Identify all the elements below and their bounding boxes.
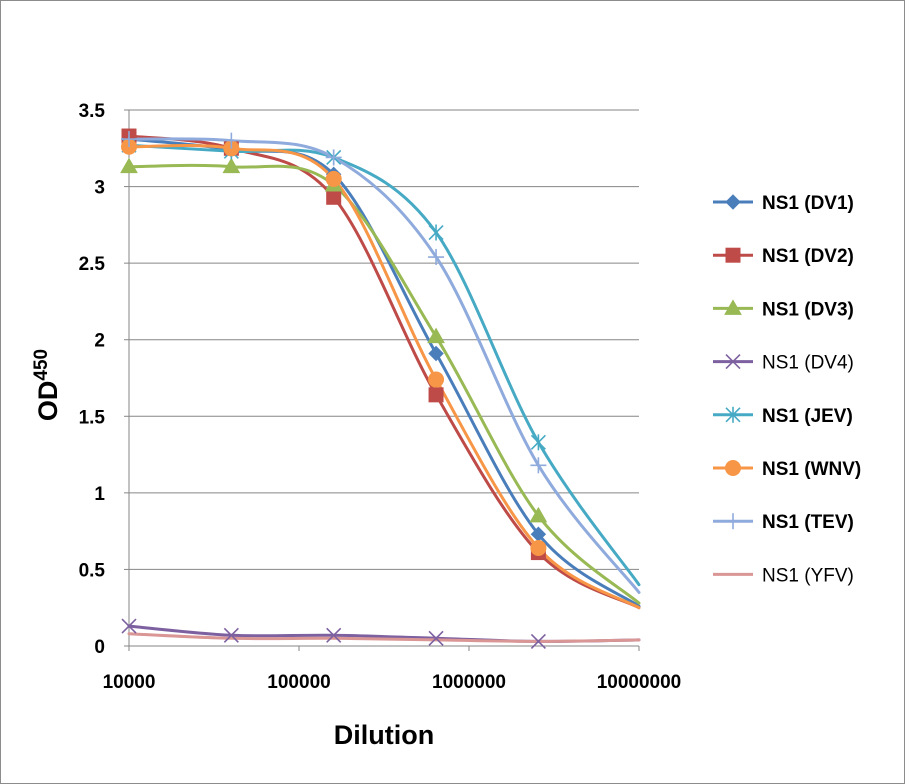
series-lines xyxy=(127,134,641,643)
tick-labels: 0 0.5 1 1.5 2 2.5 3 3.5 10000 100000 1000000 100000… xyxy=(79,101,682,693)
data-markers xyxy=(120,128,548,649)
data-point xyxy=(222,157,241,174)
data-point xyxy=(427,327,445,344)
gridlines xyxy=(129,109,639,570)
y-tick-label: 1 xyxy=(94,484,105,505)
series-line xyxy=(127,143,641,587)
axes xyxy=(124,109,640,651)
data-point xyxy=(428,387,444,403)
data-point xyxy=(326,627,342,643)
legend-marker xyxy=(725,354,741,370)
series-line xyxy=(127,134,641,610)
legend-marker xyxy=(725,460,741,476)
series-line xyxy=(127,163,641,605)
marker-stroke xyxy=(121,618,137,634)
legend-label: NS1 (JEV) xyxy=(762,406,853,427)
y-tick-label: 0.5 xyxy=(79,560,106,581)
data-point xyxy=(529,506,548,523)
data-point xyxy=(428,371,445,388)
x-tick-label: 10000 xyxy=(103,672,156,693)
data-point xyxy=(428,630,444,646)
legend-label: NS1 (DV1) xyxy=(762,193,854,214)
y-tick-label: 2 xyxy=(94,331,105,352)
data-point xyxy=(325,149,342,166)
data-point xyxy=(530,457,547,474)
series-line xyxy=(127,144,641,610)
legend-marker xyxy=(725,513,741,530)
marker-stroke xyxy=(725,354,741,370)
series-line xyxy=(127,632,641,643)
legend-label: NS1 (DV2) xyxy=(762,246,854,267)
y-tick-label: 2.5 xyxy=(79,254,106,275)
legend-marker xyxy=(725,194,741,210)
legend-marker xyxy=(725,406,741,423)
data-point xyxy=(325,170,342,187)
legend-marker xyxy=(724,299,742,315)
marker-stroke xyxy=(223,627,239,643)
data-point xyxy=(121,618,137,634)
series-line xyxy=(127,137,641,608)
legend-label: NS1 (YFV) xyxy=(762,565,854,586)
marker-stroke xyxy=(326,627,342,643)
x-axis-title: Dilution xyxy=(334,720,434,750)
y-tick-label: 0 xyxy=(94,637,105,658)
legend-label: NS1 (WNV) xyxy=(762,459,861,480)
data-point xyxy=(428,224,444,241)
marker-stroke xyxy=(428,630,444,646)
data-point xyxy=(120,157,138,174)
data-point xyxy=(530,434,546,451)
data-point xyxy=(326,189,342,205)
y-axis-title-main: OD xyxy=(33,381,63,422)
legend-label: NS1 (DV3) xyxy=(762,299,854,320)
x-tick-label: 1000000 xyxy=(432,672,506,693)
data-point xyxy=(121,131,137,148)
legend-label: NS1 (DV4) xyxy=(762,353,854,374)
x-tick-label: 100000 xyxy=(267,672,330,693)
data-point xyxy=(223,627,239,643)
y-tick-label: 1.5 xyxy=(79,407,106,428)
y-axis-title: OD450 xyxy=(31,349,63,421)
legend-marker xyxy=(725,247,741,263)
data-point xyxy=(428,345,444,362)
data-point xyxy=(223,132,240,149)
marker-stroke xyxy=(530,633,546,649)
y-tick-label: 3 xyxy=(94,178,105,199)
y-tick-label: 3.5 xyxy=(79,101,106,122)
x-tick-label: 10000000 xyxy=(597,672,682,693)
data-point xyxy=(530,539,547,556)
legend: NS1 (DV1) NS1 (DV2) NS1 (DV3) NS1 (DV4) NS1 … xyxy=(713,193,861,586)
y-axis-title-sup: 450 xyxy=(31,349,52,381)
series-line xyxy=(127,137,641,594)
data-point xyxy=(428,249,445,266)
legend-label: NS1 (TEV) xyxy=(762,512,854,533)
data-point xyxy=(530,633,546,649)
